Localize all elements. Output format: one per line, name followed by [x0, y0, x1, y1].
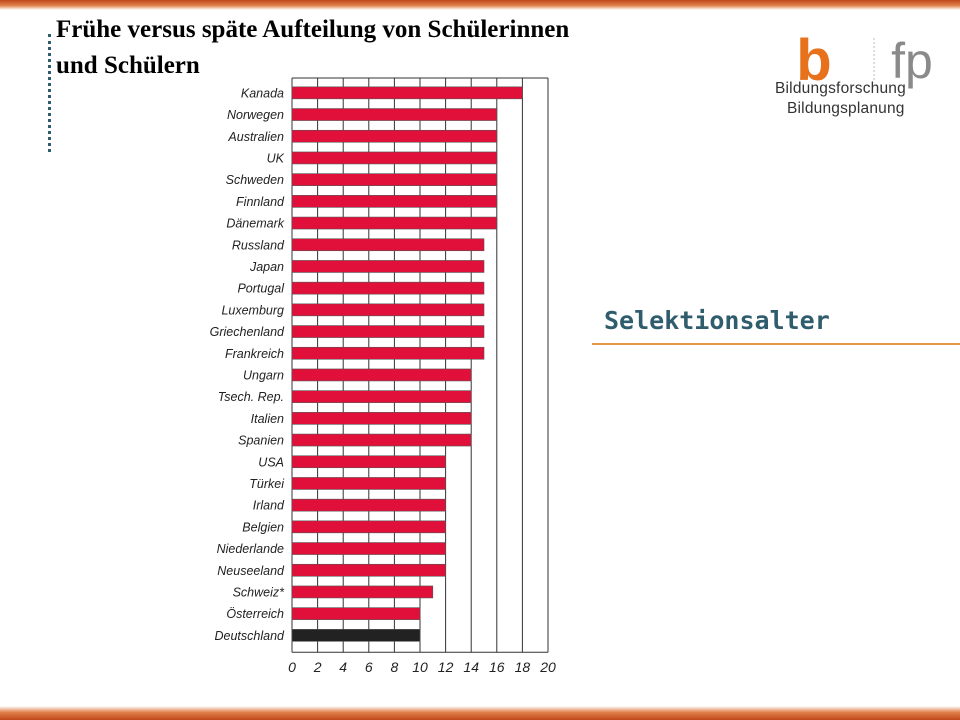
category-label: Australien	[227, 130, 284, 144]
category-label: Türkei	[249, 477, 285, 491]
category-label: Italien	[251, 412, 284, 426]
category-label: Österreich	[226, 607, 284, 621]
category-label: Russland	[232, 238, 285, 252]
category-label: Frankreich	[225, 347, 284, 361]
bar-österreich	[291, 607, 421, 620]
category-label: Norwegen	[227, 108, 284, 122]
bar-finnland	[291, 195, 498, 208]
x-tick-label: 0	[288, 659, 296, 675]
category-label: Portugal	[237, 282, 285, 296]
bar-norwegen	[291, 108, 498, 121]
category-label: Schweden	[226, 173, 284, 187]
logo-line-1: Bildungsforschung	[775, 80, 906, 97]
category-label: Dänemark	[226, 217, 284, 231]
category-label: Belgien	[242, 520, 284, 534]
bar-irland	[291, 498, 446, 512]
bar-japan	[291, 260, 485, 273]
section-label: Selektionsalter	[604, 306, 830, 335]
logo-b: b	[796, 36, 831, 93]
bar-spanien	[291, 433, 472, 447]
bfp-logo: b fp	[796, 36, 933, 93]
section-underline	[592, 343, 960, 345]
top-decor-bar	[0, 0, 960, 10]
category-label: Tsech. Rep.	[218, 390, 284, 404]
bar-griechenland	[291, 325, 485, 338]
category-label: Irland	[253, 499, 285, 513]
category-label: Griechenland	[210, 325, 285, 339]
x-tick-label: 14	[463, 659, 479, 675]
category-label: USA	[258, 455, 284, 469]
bar-deutschland	[291, 629, 421, 642]
bar-dänemark	[291, 216, 498, 230]
slide-title: Frühe versus späte Aufteilung von Schüle…	[56, 12, 736, 84]
category-label: Japan	[249, 260, 284, 274]
category-label: Niederlande	[217, 542, 284, 556]
category-label: Finnland	[236, 195, 285, 209]
x-tick-label: 4	[339, 659, 347, 675]
category-label: Spanien	[238, 434, 284, 448]
x-tick-label: 12	[438, 659, 454, 675]
category-label: Deutschland	[215, 629, 286, 643]
bar-ungarn	[291, 368, 472, 382]
dotted-divider	[48, 34, 51, 152]
logo-fp: fp	[891, 36, 933, 89]
bar-türkei	[291, 477, 446, 490]
bar-luxemburg	[291, 303, 485, 317]
x-tick-label: 20	[539, 659, 556, 675]
category-label: UK	[267, 151, 285, 165]
category-label: Kanada	[241, 86, 284, 100]
category-label: Ungarn	[243, 368, 284, 382]
bar-niederlande	[291, 542, 446, 555]
bar-uk	[291, 151, 498, 165]
bar-usa	[291, 455, 446, 469]
x-tick-label: 18	[515, 659, 531, 675]
bar-kanada	[291, 86, 523, 100]
bar-schweiz-	[291, 585, 434, 599]
bar-italien	[291, 412, 472, 425]
x-tick-label: 16	[489, 659, 505, 675]
title-line-1: Frühe versus späte Aufteilung von Schüle…	[56, 16, 570, 43]
bar-russland	[291, 238, 485, 252]
bar-portugal	[291, 281, 485, 295]
category-labels: Kanada Norwegen Australien UK Schweden Finnla…	[210, 86, 286, 643]
bar-layer	[291, 86, 523, 642]
x-tick-label: 10	[412, 659, 428, 675]
category-label: Luxemburg	[221, 303, 284, 317]
bar-frankreich	[291, 346, 485, 360]
category-label: Neuseeland	[217, 564, 285, 578]
logo-line-2: Bildungsplanung	[787, 100, 905, 117]
category-label: Schweiz*	[233, 585, 286, 599]
bar-schweden	[291, 173, 498, 186]
bar-neuseeland	[291, 563, 446, 577]
bar-belgien	[291, 520, 446, 534]
bar-australien	[291, 129, 498, 143]
x-tick-label: 6	[365, 659, 373, 675]
title-line-2: und Schülern	[56, 52, 200, 79]
bottom-decor-bar	[0, 706, 960, 720]
x-tick-label: 8	[391, 659, 399, 675]
selection-age-bar-chart: Kanada Norwegen Australien UK Schweden Finnla…	[210, 77, 556, 675]
x-tick-label: 2	[313, 659, 322, 675]
bar-tsech-rep-	[291, 390, 472, 403]
tick-labels: 0 2 4 6 8 10 12 14 16 18 20	[288, 659, 556, 675]
